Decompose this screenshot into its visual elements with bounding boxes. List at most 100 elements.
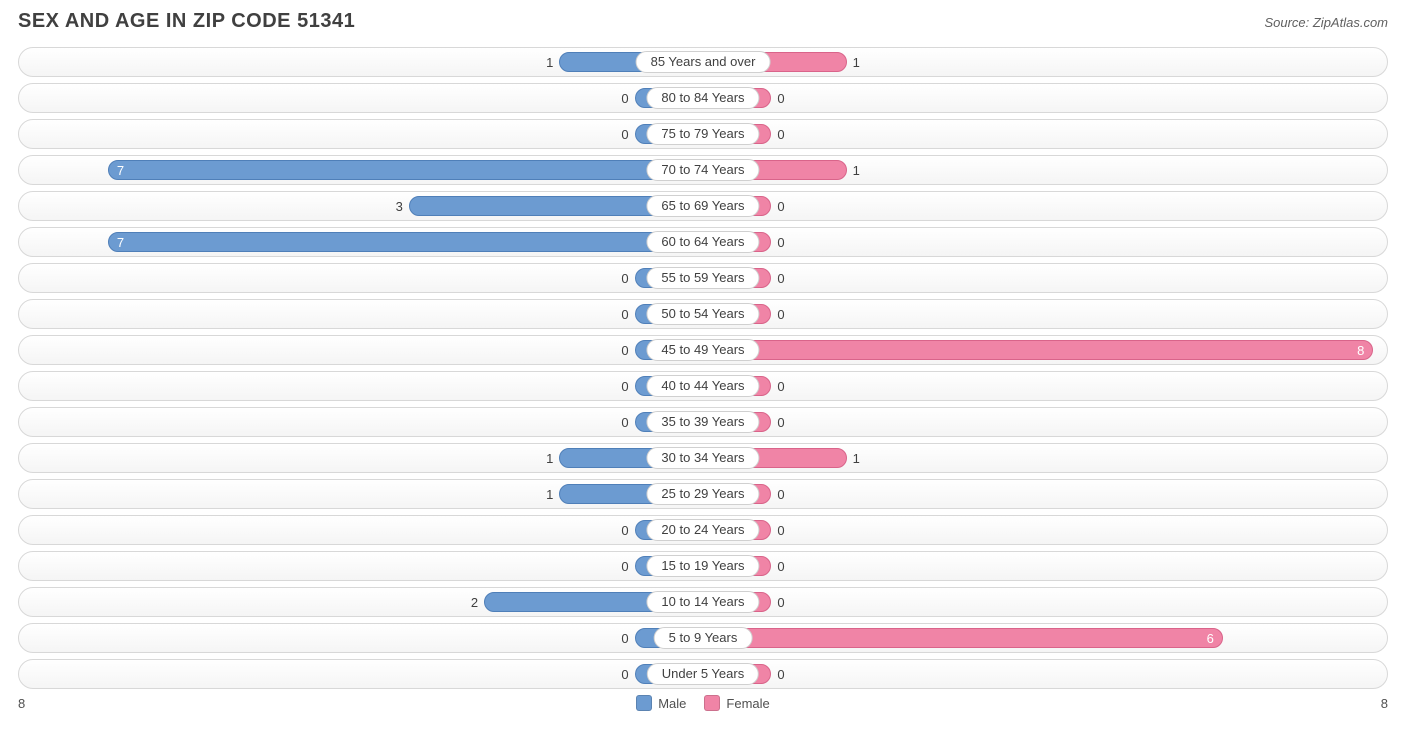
- female-value: 1: [847, 163, 866, 178]
- male-value: 1: [540, 451, 559, 466]
- male-value: 0: [615, 307, 634, 322]
- female-half: 0: [703, 264, 1387, 292]
- female-value: 0: [771, 379, 790, 394]
- male-half: 0: [19, 624, 703, 652]
- female-half: 0: [703, 660, 1387, 688]
- male-bar: 7: [108, 160, 703, 180]
- age-category-label: 80 to 84 Years: [646, 87, 759, 109]
- legend-female-label: Female: [726, 696, 769, 711]
- male-half: 0: [19, 300, 703, 328]
- female-half: 0: [703, 192, 1387, 220]
- male-half: 0: [19, 120, 703, 148]
- male-half: 0: [19, 372, 703, 400]
- male-value: 0: [615, 523, 634, 538]
- female-half: 6: [703, 624, 1387, 652]
- age-category-label: 50 to 54 Years: [646, 303, 759, 325]
- male-swatch-icon: [636, 695, 652, 711]
- legend-male-label: Male: [658, 696, 686, 711]
- female-value: 0: [771, 559, 790, 574]
- age-category-label: 45 to 49 Years: [646, 339, 759, 361]
- age-row: 0 845 to 49 Years: [18, 335, 1388, 365]
- male-value: 3: [390, 199, 409, 214]
- age-category-label: 85 Years and over: [636, 51, 771, 73]
- age-category-label: 55 to 59 Years: [646, 267, 759, 289]
- female-half: 0: [703, 588, 1387, 616]
- female-value: 0: [771, 523, 790, 538]
- age-row: 0 0 Under 5 Years: [18, 659, 1388, 689]
- female-half: 1: [703, 48, 1387, 76]
- age-row: 7 0 60 to 64 Years: [18, 227, 1388, 257]
- male-value: 2: [465, 595, 484, 610]
- female-half: 0: [703, 300, 1387, 328]
- female-swatch-icon: [704, 695, 720, 711]
- male-value: 0: [615, 559, 634, 574]
- age-category-label: 70 to 74 Years: [646, 159, 759, 181]
- axis-max-right: 8: [1381, 696, 1388, 711]
- male-half: 0: [19, 408, 703, 436]
- male-half: 2: [19, 588, 703, 616]
- male-value: 0: [615, 667, 634, 682]
- age-category-label: 25 to 29 Years: [646, 483, 759, 505]
- age-row: 7 1 70 to 74 Years: [18, 155, 1388, 185]
- legend-item-male: Male: [636, 695, 686, 711]
- legend-item-female: Female: [704, 695, 769, 711]
- female-value: 0: [771, 667, 790, 682]
- chart-header: SEX AND AGE IN ZIP CODE 51341 Source: Zi…: [18, 10, 1388, 33]
- age-row: 0 0 15 to 19 Years: [18, 551, 1388, 581]
- age-row: 1130 to 34 Years: [18, 443, 1388, 473]
- male-value: 0: [615, 379, 634, 394]
- age-category-label: 40 to 44 Years: [646, 375, 759, 397]
- female-value: 0: [771, 199, 790, 214]
- age-category-label: 20 to 24 Years: [646, 519, 759, 541]
- chart-source: Source: ZipAtlas.com: [1264, 15, 1388, 30]
- age-row: 0 0 50 to 54 Years: [18, 299, 1388, 329]
- female-value: 1: [847, 55, 866, 70]
- age-category-label: 5 to 9 Years: [654, 627, 753, 649]
- age-row: 2010 to 14 Years: [18, 587, 1388, 617]
- age-category-label: 60 to 64 Years: [646, 231, 759, 253]
- male-half: 0: [19, 516, 703, 544]
- age-category-label: 15 to 19 Years: [646, 555, 759, 577]
- male-half: 0: [19, 336, 703, 364]
- male-value: 0: [615, 343, 634, 358]
- female-value: 0: [771, 487, 790, 502]
- female-value: 0: [771, 235, 790, 250]
- male-half: 1: [19, 444, 703, 472]
- age-row: 0075 to 79 Years: [18, 119, 1388, 149]
- female-half: 0: [703, 84, 1387, 112]
- female-value: 0: [771, 307, 790, 322]
- male-half: 7: [19, 228, 703, 256]
- age-row: 0080 to 84 Years: [18, 83, 1388, 113]
- chart-title: SEX AND AGE IN ZIP CODE 51341: [18, 10, 355, 33]
- female-half: 8: [703, 336, 1387, 364]
- chart-footer: 8 Male Female 8: [18, 695, 1388, 711]
- female-half: 0: [703, 552, 1387, 580]
- male-value: 0: [615, 631, 634, 646]
- female-half: 0: [703, 120, 1387, 148]
- male-half: 0: [19, 84, 703, 112]
- female-bar: 6: [703, 628, 1223, 648]
- age-row: 0055 to 59 Years: [18, 263, 1388, 293]
- male-half: 7: [19, 156, 703, 184]
- male-half: 1: [19, 48, 703, 76]
- female-half: 0: [703, 228, 1387, 256]
- legend: Male Female: [636, 695, 770, 711]
- age-category-label: 30 to 34 Years: [646, 447, 759, 469]
- age-category-label: Under 5 Years: [647, 663, 759, 685]
- male-half: 3: [19, 192, 703, 220]
- age-category-label: 35 to 39 Years: [646, 411, 759, 433]
- age-row: 0 0 20 to 24 Years: [18, 515, 1388, 545]
- male-half: 0: [19, 552, 703, 580]
- female-half: 0: [703, 516, 1387, 544]
- age-row: 0035 to 39 Years: [18, 407, 1388, 437]
- female-bar: 8: [703, 340, 1373, 360]
- axis-max-left: 8: [18, 696, 25, 711]
- male-half: 0: [19, 660, 703, 688]
- female-half: 1: [703, 156, 1387, 184]
- female-value: 0: [771, 127, 790, 142]
- female-half: 1: [703, 444, 1387, 472]
- female-half: 0: [703, 480, 1387, 508]
- female-value: 0: [771, 271, 790, 286]
- female-value: 0: [771, 91, 790, 106]
- male-half: 0: [19, 264, 703, 292]
